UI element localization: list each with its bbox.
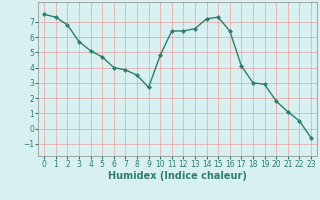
X-axis label: Humidex (Indice chaleur): Humidex (Indice chaleur) xyxy=(108,171,247,181)
